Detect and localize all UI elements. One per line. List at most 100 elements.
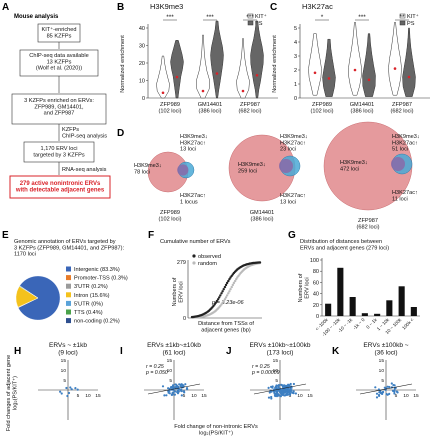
panel-c-median-ps — [407, 75, 411, 79]
observed-point — [222, 288, 225, 291]
pie-legend-swatch — [66, 292, 71, 298]
venn-2-small-label: H3K27ac↑ 13 loci — [280, 193, 306, 205]
hk-point — [270, 385, 273, 388]
random-point — [230, 285, 233, 289]
pie-legend-label: 3'UTR (0.2%) — [74, 284, 108, 290]
hk-point — [161, 385, 165, 388]
panel-e-pie: Genomic annotation of ERVs targeted by 3 … — [14, 239, 128, 325]
panel-c-violin-ps — [402, 27, 416, 97]
panel-b-median-kit — [241, 89, 245, 93]
panel-f-ylabel: Numbers ofERV loci — [172, 277, 184, 306]
bar — [325, 303, 332, 316]
hk-point — [69, 386, 72, 389]
hk-ytick-label: 5 — [63, 378, 66, 384]
panel-letter-j: J — [226, 346, 232, 357]
hk-ytick-label: 15 — [167, 358, 173, 364]
flow-box-2 — [19, 49, 99, 77]
observed-point — [216, 298, 220, 301]
random-point — [227, 292, 230, 295]
hk-point — [287, 389, 290, 392]
observed-point — [219, 294, 222, 297]
panel-letter-h: H — [14, 346, 21, 357]
panel-g-category-label: -1k ~ 0 — [352, 317, 366, 331]
panel-b-violin-kit — [236, 38, 250, 99]
panel-b-violin: H3K9me3 Normalized enrichment 0 10 20 30 40 KIT… — [120, 2, 278, 114]
hk-point — [65, 386, 68, 390]
hk-point — [177, 390, 180, 393]
hk-point — [184, 383, 187, 386]
hk-ytick-label: 5 — [381, 378, 384, 384]
random-point — [228, 290, 231, 293]
hk-stat: r = 0.25 p = 0.050 — [145, 364, 168, 376]
panel-f-ytop: 279 — [177, 260, 186, 266]
hk-point — [273, 392, 276, 395]
hk-ytick-label: 5 — [275, 378, 278, 384]
observed-point — [220, 292, 223, 295]
panel-c-median-kit — [353, 68, 357, 72]
venn-1-name: ZFP989 (102 loci) — [158, 210, 181, 222]
panel-e-title: Genomic annotation of ERVs targeted by 3 … — [14, 239, 125, 258]
panel-c-ytick-label: 2 — [294, 68, 297, 74]
hk-title: ERVs ±10kb~±100kb (173 loci) — [249, 342, 310, 356]
hk-xtick-label: 5 — [183, 393, 186, 399]
hk-xtick-label: 5 — [395, 393, 398, 399]
panel-b-median-ps — [175, 75, 179, 79]
random-point — [229, 288, 232, 291]
flow-box-4-text: 1,170 ERV loci targeted by 3 KZFPs — [33, 146, 85, 158]
panel-f-legend-observed: observed — [198, 254, 221, 260]
hk-point — [386, 393, 389, 396]
observed-point — [227, 279, 230, 283]
bar — [398, 286, 405, 316]
panel-c-ytick-label: 5 — [294, 26, 297, 32]
venn-overlap — [279, 159, 293, 173]
venn-1-big-label: H3K9me3↓ 78 loci — [134, 163, 162, 175]
venn-overlap — [391, 157, 405, 171]
panel-letter-c: C — [270, 2, 277, 13]
panel-f-ybottom: 0 — [183, 316, 186, 322]
bar — [410, 307, 417, 316]
panel-g-ytick-label: 0 — [316, 314, 319, 320]
panel-letter-d: D — [117, 128, 124, 139]
panel-c-violin-kit — [308, 33, 322, 96]
pie-legend-swatch — [66, 318, 71, 324]
hk-point — [179, 383, 182, 386]
panel-c-median-kit — [313, 71, 317, 75]
hk-point — [281, 392, 284, 395]
hk-point — [170, 393, 173, 396]
hk-point — [268, 391, 271, 394]
pie-legend-label: Promoter-TSS (0.3%) — [74, 276, 128, 282]
venn-2-name: GM14401 (386 loci) — [250, 210, 275, 222]
hk-stat: r = 0.25 p = 0.00009 — [251, 364, 280, 376]
panel-b-median-kit — [161, 91, 165, 95]
bar — [361, 313, 368, 316]
hk-point — [276, 394, 279, 397]
hk-point — [294, 392, 297, 395]
panel-letter-b: B — [117, 2, 124, 13]
panel-c-legend-kit: KIT⁺ — [407, 13, 419, 20]
hk-point — [278, 394, 281, 397]
panel-c-median-kit — [393, 67, 397, 70]
panel-g-title: Distribution of distances between ERVs an… — [300, 239, 389, 251]
panel-b-legend-swatch-ps — [247, 20, 254, 26]
hk-point — [173, 390, 177, 393]
hk-point — [270, 390, 273, 393]
random-point — [232, 281, 236, 285]
panel-c-median-ps — [367, 78, 371, 82]
pie-legend-swatch — [66, 275, 71, 281]
panel-b-violin-ps — [210, 20, 224, 99]
hk-point — [168, 389, 171, 392]
observed-point — [218, 296, 221, 299]
hk-point — [390, 382, 393, 385]
hk-point — [167, 387, 170, 390]
hk-point — [283, 394, 286, 397]
observed-point — [225, 281, 229, 285]
panel-c-violin-ps — [322, 38, 336, 97]
hk-xtick-label: 15 — [201, 393, 207, 399]
pie-legend-label: Intron (15.6%) — [74, 293, 110, 299]
hk-ytick-label: 15 — [379, 358, 385, 364]
hk-point — [374, 386, 377, 389]
panel-b-title: H3K9me3 — [150, 2, 183, 11]
panel-f-cumulative: Cumulative number of ERVs 279 0 Numbers ofE… — [160, 239, 262, 333]
hk-point — [267, 386, 270, 389]
pie-legend-label: non-coding (0.2%) — [74, 319, 120, 325]
